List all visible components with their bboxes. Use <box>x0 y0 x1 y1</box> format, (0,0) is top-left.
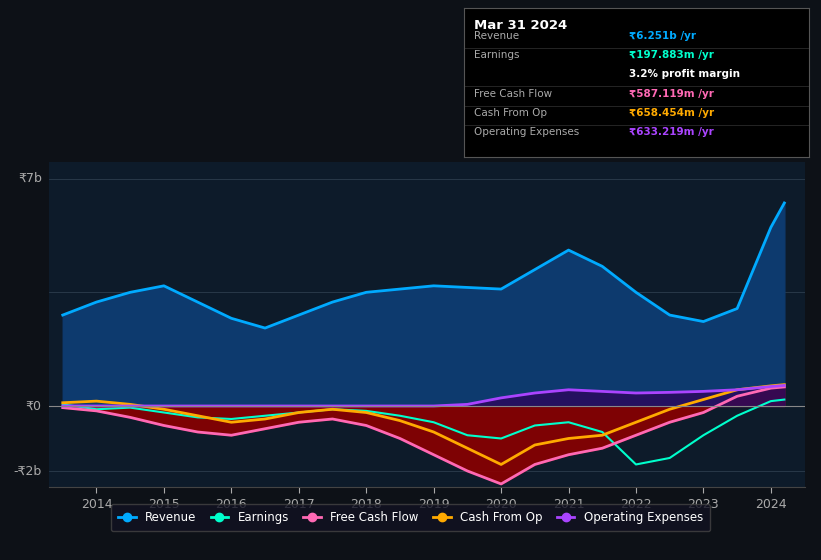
Text: Earnings: Earnings <box>475 50 520 60</box>
Text: ₹633.219m /yr: ₹633.219m /yr <box>630 127 714 137</box>
Text: ₹197.883m /yr: ₹197.883m /yr <box>630 50 714 60</box>
Legend: Revenue, Earnings, Free Cash Flow, Cash From Op, Operating Expenses: Revenue, Earnings, Free Cash Flow, Cash … <box>111 505 710 531</box>
Text: ₹658.454m /yr: ₹658.454m /yr <box>630 108 714 118</box>
Text: Operating Expenses: Operating Expenses <box>475 127 580 137</box>
Text: ₹587.119m /yr: ₹587.119m /yr <box>630 88 714 99</box>
Text: ₹0: ₹0 <box>25 399 42 413</box>
Text: ₹7b: ₹7b <box>18 172 42 185</box>
Text: ₹6.251b /yr: ₹6.251b /yr <box>630 31 696 41</box>
Text: 3.2% profit margin: 3.2% profit margin <box>630 69 741 80</box>
Text: Cash From Op: Cash From Op <box>475 108 548 118</box>
Text: Mar 31 2024: Mar 31 2024 <box>475 19 567 32</box>
Text: Revenue: Revenue <box>475 31 520 41</box>
Text: -₹2b: -₹2b <box>13 464 42 478</box>
Text: Free Cash Flow: Free Cash Flow <box>475 88 553 99</box>
